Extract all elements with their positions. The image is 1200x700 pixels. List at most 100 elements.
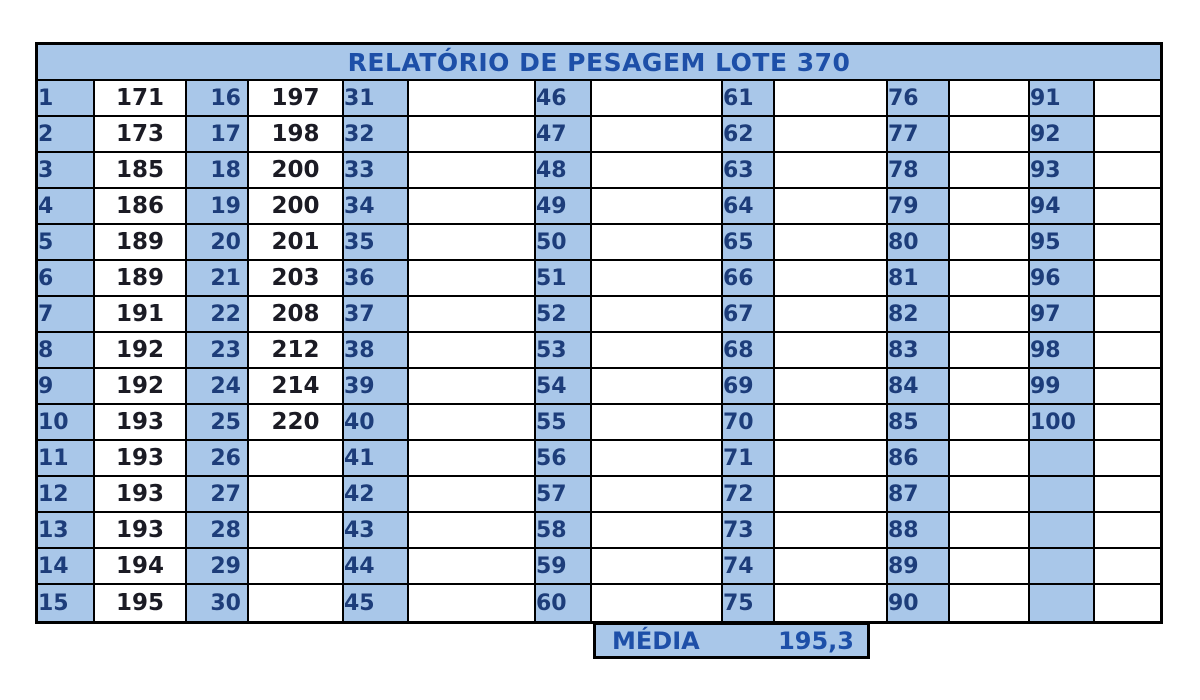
weight-value-cell[interactable] — [409, 261, 536, 297]
weight-value-cell[interactable] — [775, 153, 888, 189]
weight-value-cell[interactable] — [950, 153, 1030, 189]
weight-value-cell[interactable]: 192 — [95, 369, 187, 405]
weight-value-cell[interactable] — [1095, 585, 1161, 621]
weight-value-cell[interactable]: 185 — [95, 153, 187, 189]
weight-value-cell[interactable]: 203 — [249, 261, 344, 297]
weight-value-cell[interactable] — [409, 549, 536, 585]
weight-value-cell[interactable] — [409, 297, 536, 333]
weight-value-cell[interactable]: 193 — [95, 441, 187, 477]
weight-value-cell[interactable] — [950, 369, 1030, 405]
weight-value-cell[interactable] — [1095, 405, 1161, 441]
weight-value-cell[interactable]: 194 — [95, 549, 187, 585]
weight-value-cell[interactable] — [950, 81, 1030, 117]
weight-value-cell[interactable] — [775, 477, 888, 513]
weight-value-cell[interactable]: 189 — [95, 261, 187, 297]
weight-value-cell[interactable] — [592, 189, 723, 225]
weight-value-cell[interactable]: 212 — [249, 333, 344, 369]
weight-value-cell[interactable] — [592, 225, 723, 261]
weight-value-cell[interactable] — [950, 261, 1030, 297]
weight-value-cell[interactable] — [775, 513, 888, 549]
weight-value-cell[interactable] — [409, 369, 536, 405]
weight-value-cell[interactable] — [1095, 477, 1161, 513]
weight-value-cell[interactable] — [775, 117, 888, 153]
weight-value-cell[interactable]: 220 — [249, 405, 344, 441]
weight-value-cell[interactable] — [950, 477, 1030, 513]
weight-value-cell[interactable] — [409, 585, 536, 621]
weight-value-cell[interactable] — [592, 297, 723, 333]
weight-value-cell[interactable] — [775, 585, 888, 621]
weight-value-cell[interactable]: 193 — [95, 513, 187, 549]
weight-value-cell[interactable] — [409, 441, 536, 477]
weight-value-cell[interactable] — [592, 585, 723, 621]
weight-value-cell[interactable] — [409, 477, 536, 513]
weight-value-cell[interactable] — [1095, 225, 1161, 261]
weight-value-cell[interactable] — [592, 81, 723, 117]
weight-value-cell[interactable] — [775, 549, 888, 585]
weight-value-cell[interactable] — [1095, 189, 1161, 225]
weight-value-cell[interactable] — [592, 333, 723, 369]
weight-value-cell[interactable] — [409, 333, 536, 369]
weight-value-cell[interactable] — [1095, 117, 1161, 153]
weight-value-cell[interactable] — [775, 189, 888, 225]
weight-value-cell[interactable] — [1095, 81, 1161, 117]
weight-value-cell[interactable] — [1095, 549, 1161, 585]
weight-value-cell[interactable]: 200 — [249, 189, 344, 225]
weight-value-cell[interactable] — [592, 513, 723, 549]
weight-value-cell[interactable] — [249, 513, 344, 549]
weight-value-cell[interactable] — [592, 261, 723, 297]
weight-value-cell[interactable] — [775, 225, 888, 261]
weight-value-cell[interactable] — [1095, 153, 1161, 189]
weight-value-cell[interactable]: 197 — [249, 81, 344, 117]
weight-value-cell[interactable] — [249, 477, 344, 513]
weight-value-cell[interactable] — [775, 297, 888, 333]
weight-value-cell[interactable] — [1095, 441, 1161, 477]
weight-value-cell[interactable] — [592, 153, 723, 189]
weight-value-cell[interactable]: 171 — [95, 81, 187, 117]
weight-value-cell[interactable] — [409, 189, 536, 225]
weight-value-cell[interactable] — [950, 513, 1030, 549]
weight-value-cell[interactable]: 173 — [95, 117, 187, 153]
weight-value-cell[interactable] — [592, 117, 723, 153]
weight-value-cell[interactable] — [592, 369, 723, 405]
weight-value-cell[interactable] — [950, 333, 1030, 369]
weight-value-cell[interactable] — [409, 225, 536, 261]
weight-value-cell[interactable] — [592, 441, 723, 477]
weight-value-cell[interactable] — [1095, 369, 1161, 405]
weight-value-cell[interactable] — [775, 81, 888, 117]
weight-value-cell[interactable] — [950, 297, 1030, 333]
weight-value-cell[interactable]: 201 — [249, 225, 344, 261]
weight-value-cell[interactable] — [775, 369, 888, 405]
weight-value-cell[interactable] — [950, 585, 1030, 621]
weight-value-cell[interactable] — [1095, 261, 1161, 297]
weight-value-cell[interactable]: 198 — [249, 117, 344, 153]
weight-value-cell[interactable] — [1095, 513, 1161, 549]
weight-value-cell[interactable] — [249, 585, 344, 621]
weight-value-cell[interactable] — [1095, 297, 1161, 333]
weight-value-cell[interactable] — [775, 405, 888, 441]
weight-value-cell[interactable]: 191 — [95, 297, 187, 333]
weight-value-cell[interactable]: 186 — [95, 189, 187, 225]
weight-value-cell[interactable]: 193 — [95, 477, 187, 513]
weight-value-cell[interactable]: 189 — [95, 225, 187, 261]
weight-value-cell[interactable] — [592, 405, 723, 441]
weight-value-cell[interactable] — [950, 225, 1030, 261]
weight-value-cell[interactable]: 193 — [95, 405, 187, 441]
weight-value-cell[interactable] — [409, 513, 536, 549]
weight-value-cell[interactable] — [592, 549, 723, 585]
weight-value-cell[interactable] — [409, 81, 536, 117]
weight-value-cell[interactable]: 214 — [249, 369, 344, 405]
weight-value-cell[interactable]: 200 — [249, 153, 344, 189]
weight-value-cell[interactable] — [775, 441, 888, 477]
weight-value-cell[interactable] — [950, 405, 1030, 441]
weight-value-cell[interactable] — [592, 477, 723, 513]
weight-value-cell[interactable] — [409, 117, 536, 153]
weight-value-cell[interactable] — [249, 549, 344, 585]
weight-value-cell[interactable] — [950, 441, 1030, 477]
weight-value-cell[interactable] — [950, 549, 1030, 585]
weight-value-cell[interactable] — [409, 405, 536, 441]
weight-value-cell[interactable] — [950, 189, 1030, 225]
weight-value-cell[interactable] — [950, 117, 1030, 153]
weight-value-cell[interactable] — [775, 333, 888, 369]
weight-value-cell[interactable] — [249, 441, 344, 477]
weight-value-cell[interactable]: 195 — [95, 585, 187, 621]
